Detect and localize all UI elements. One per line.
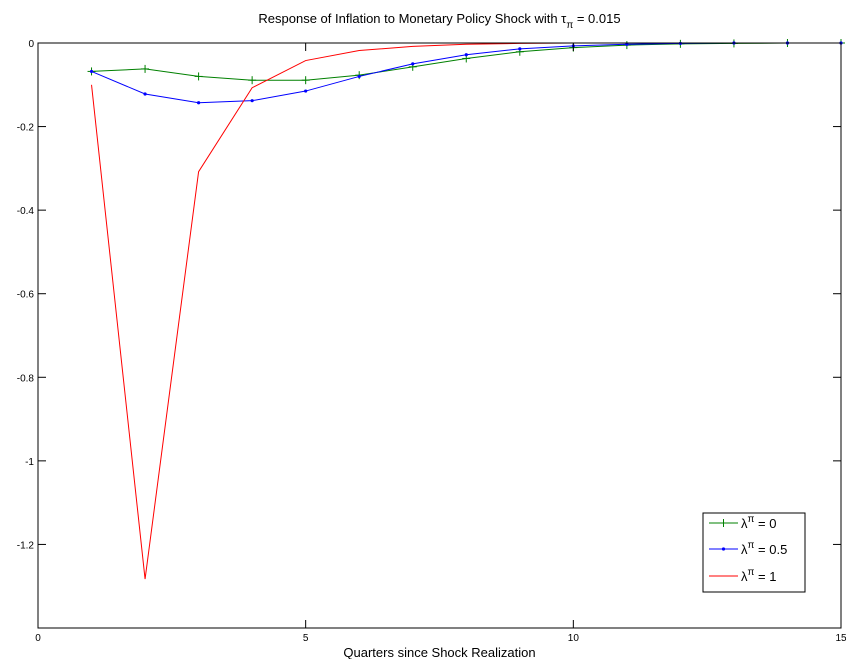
legend-label-symbol: λ — [741, 542, 748, 557]
y-tick-label: -0.4 — [17, 206, 35, 217]
plot-frame — [37, 42, 842, 629]
y-tick-label: -0.6 — [17, 290, 35, 301]
legend-label: λπ = 0 — [741, 514, 776, 531]
legend-box — [702, 512, 806, 593]
legend: λπ = 0λπ = 0.5λπ = 1 — [702, 512, 806, 593]
y-tick-label: -1.2 — [17, 540, 35, 551]
legend-label: λπ = 0.5 — [741, 540, 787, 557]
chart-title: Response of Inflation to Monetary Policy… — [258, 11, 620, 31]
x-tick-label: 0 — [35, 633, 41, 644]
legend-label-suffix: = 0.5 — [754, 542, 787, 557]
chart-title-main: Response of Inflation to Monetary Policy… — [258, 11, 567, 26]
y-tick-label: -0.2 — [17, 123, 35, 134]
legend-label-superscript: π — [748, 567, 755, 578]
data-point-marker — [197, 101, 201, 105]
legend-label-superscript: π — [748, 540, 755, 551]
chart-title-subscript: π — [566, 20, 573, 31]
data-point-marker — [518, 47, 522, 51]
legend-label-symbol: λ — [741, 569, 748, 584]
y-tick-label: 0 — [28, 39, 34, 50]
data-point-marker — [357, 74, 361, 79]
data-point-marker — [250, 99, 254, 103]
chart-title-suffix: = 0.015 — [573, 11, 620, 26]
legend-label-symbol: λ — [741, 516, 748, 531]
x-tick-label: 5 — [303, 633, 309, 644]
x-tick-label: 10 — [568, 633, 580, 644]
x-axis-label: Quarters since Shock Realization — [343, 645, 535, 659]
x-tick-label: 15 — [835, 633, 846, 644]
data-point-marker — [304, 89, 308, 93]
legend-label-suffix: = 0 — [754, 516, 776, 531]
data-point-marker — [411, 62, 415, 66]
legend-label: λπ = 1 — [741, 567, 776, 584]
y-tick-label: -1 — [25, 457, 34, 468]
data-point-marker — [464, 53, 468, 57]
legend-label-superscript: π — [748, 514, 755, 525]
legend-label-suffix: = 1 — [754, 569, 776, 584]
y-tick-label: -0.8 — [17, 373, 35, 384]
ticks-layer: 0 5 10 15 0 -0.2 -0.4 -0.6 -0.8 -1 -1.2 — [17, 39, 846, 644]
data-point-marker — [89, 69, 94, 74]
legend-entries: λπ = 0λπ = 0.5λπ = 1 — [709, 514, 787, 584]
data-point-marker — [721, 547, 726, 551]
data-point-marker — [143, 92, 147, 96]
